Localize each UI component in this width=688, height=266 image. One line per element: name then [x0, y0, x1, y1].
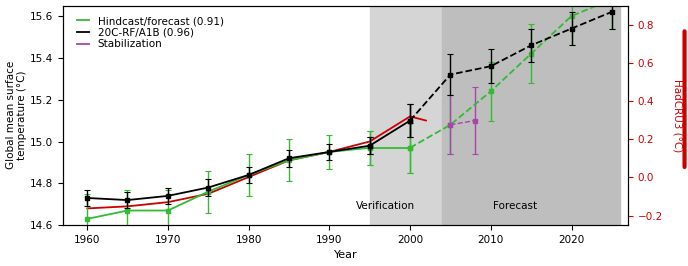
Text: Forecast: Forecast [493, 201, 537, 210]
Text: Verification: Verification [356, 201, 416, 210]
Y-axis label: Global mean surface
temperature (°C): Global mean surface temperature (°C) [6, 61, 27, 169]
Legend: Hindcast/forecast (0.91), 20C-RF/A1B (0.96), Stabilization: Hindcast/forecast (0.91), 20C-RF/A1B (0.… [74, 13, 227, 52]
Y-axis label: HadCRU3 (°C): HadCRU3 (°C) [672, 79, 682, 152]
Bar [442, 6, 620, 225]
X-axis label: Year: Year [334, 251, 357, 260]
Bar [369, 6, 442, 225]
